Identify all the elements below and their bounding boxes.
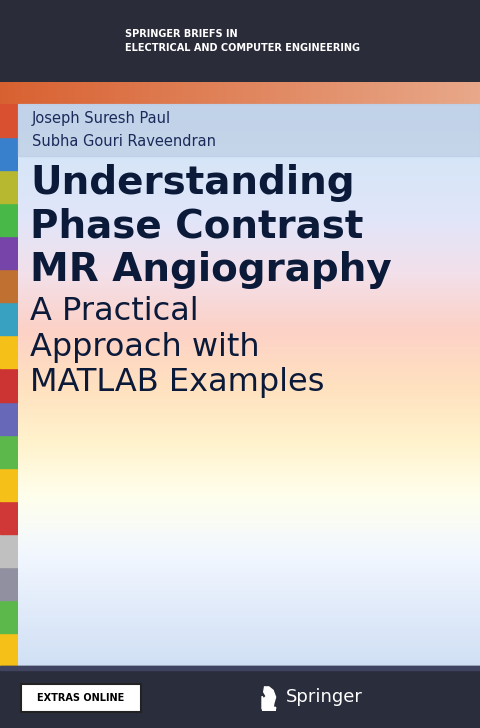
Text: Springer: Springer	[286, 688, 363, 706]
Text: Phase Contrast: Phase Contrast	[30, 207, 363, 245]
Text: Joseph Suresh Paul: Joseph Suresh Paul	[32, 111, 171, 126]
Bar	[0, 368, 18, 402]
Bar	[0, 434, 18, 467]
Bar	[0, 137, 18, 170]
Bar	[0, 401, 18, 435]
Bar	[0, 170, 18, 203]
Bar	[0, 103, 18, 137]
Bar	[0, 302, 18, 336]
Bar	[0, 534, 18, 567]
Bar	[0, 599, 18, 633]
Bar	[0, 666, 480, 728]
Bar	[0, 202, 18, 236]
Bar	[0, 236, 18, 269]
Polygon shape	[262, 709, 276, 711]
Bar	[18, 104, 480, 156]
FancyBboxPatch shape	[21, 684, 141, 712]
Text: Subha Gouri Raveendran: Subha Gouri Raveendran	[32, 134, 216, 149]
Bar	[0, 335, 18, 368]
Bar	[0, 500, 18, 534]
Bar	[0, 269, 18, 302]
Text: EXTRAS ONLINE: EXTRAS ONLINE	[37, 693, 125, 703]
Polygon shape	[262, 687, 276, 709]
Bar	[0, 467, 18, 501]
Text: Understanding: Understanding	[30, 164, 355, 202]
Bar	[0, 0, 480, 82]
Text: MR Angiography: MR Angiography	[30, 251, 392, 289]
Bar	[0, 633, 18, 666]
Text: Approach with: Approach with	[30, 332, 260, 363]
Text: MATLAB Examples: MATLAB Examples	[30, 368, 324, 398]
Text: A Practical: A Practical	[30, 296, 199, 327]
Bar	[0, 566, 18, 600]
Bar	[0, 666, 480, 670]
Text: SPRINGER BRIEFS IN
ELECTRICAL AND COMPUTER ENGINEERING: SPRINGER BRIEFS IN ELECTRICAL AND COMPUT…	[125, 28, 360, 53]
